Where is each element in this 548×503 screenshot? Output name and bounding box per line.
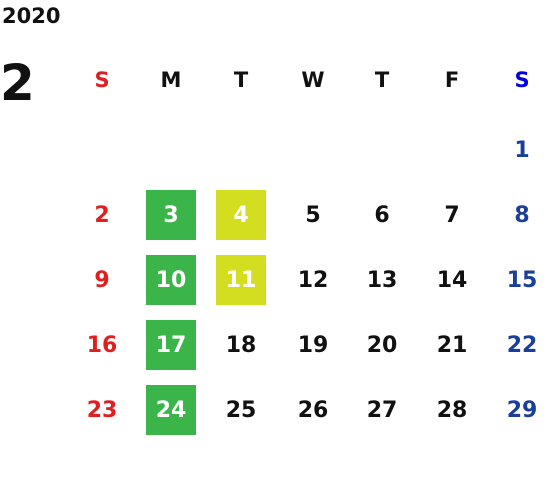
day-cell[interactable]: 10	[146, 255, 196, 305]
day-cell[interactable]: 8	[514, 202, 530, 228]
day-cell[interactable]: 16	[86, 332, 118, 358]
weekday-header-sat: S	[514, 68, 530, 92]
day-cell[interactable]: 14	[436, 267, 468, 293]
day-cell[interactable]: 9	[94, 267, 110, 293]
weekday-header-sun: S	[94, 68, 110, 92]
day-cell[interactable]: 2	[94, 202, 110, 228]
weekday-header-mon: M	[160, 68, 182, 92]
day-cell[interactable]: 21	[436, 332, 468, 358]
day-cell[interactable]: 13	[366, 267, 398, 293]
day-cell[interactable]: 24	[146, 385, 196, 435]
month-number: 2	[0, 54, 35, 112]
day-cell[interactable]: 27	[366, 397, 398, 423]
weekday-header-tue: T	[233, 68, 249, 92]
day-cell[interactable]: 28	[436, 397, 468, 423]
day-cell[interactable]: 26	[297, 397, 329, 423]
day-cell[interactable]: 25	[225, 397, 257, 423]
day-cell[interactable]: 22	[506, 332, 538, 358]
day-cell[interactable]: 5	[305, 202, 321, 228]
day-cell[interactable]: 12	[297, 267, 329, 293]
day-cell[interactable]: 1	[514, 137, 530, 163]
day-cell[interactable]: 18	[225, 332, 257, 358]
weekday-header-fri: F	[444, 68, 460, 92]
weekday-header-wed: W	[301, 68, 325, 92]
weekday-header-thu: T	[374, 68, 390, 92]
day-cell[interactable]: 11	[216, 255, 266, 305]
day-cell[interactable]: 4	[216, 190, 266, 240]
day-cell[interactable]: 7	[444, 202, 460, 228]
day-cell[interactable]: 3	[146, 190, 196, 240]
day-cell[interactable]: 19	[297, 332, 329, 358]
day-cell[interactable]: 29	[506, 397, 538, 423]
year-label: 2020	[2, 4, 61, 28]
day-cell[interactable]: 6	[374, 202, 390, 228]
day-cell[interactable]: 20	[366, 332, 398, 358]
day-cell[interactable]: 17	[146, 320, 196, 370]
day-cell[interactable]: 15	[506, 267, 538, 293]
day-cell[interactable]: 23	[86, 397, 118, 423]
